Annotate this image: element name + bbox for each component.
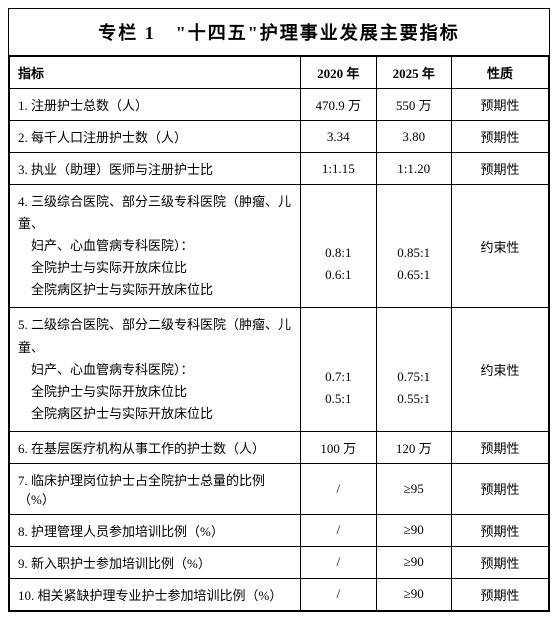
header-indicator: 指标 xyxy=(10,57,301,89)
value-2025-cell: ≥90 xyxy=(376,514,451,546)
nature-cell: 预期性 xyxy=(451,463,548,514)
value-2020-cell: 0.7:1 0.5:1 xyxy=(301,308,376,431)
ratio-value: 0.5:1 xyxy=(309,388,367,410)
value-2020-cell: / xyxy=(301,463,376,514)
ratio-value: 0.85:1 xyxy=(385,242,443,264)
indicator-line: 妇产、心血管病专科医院）： xyxy=(18,235,292,257)
table-row: 7. 临床护理岗位护士占全院护士总量的比例（%） / ≥95 预期性 xyxy=(10,463,549,514)
ratio-value: 0.7:1 xyxy=(309,366,367,388)
value-2025-cell: 0.75:1 0.55:1 xyxy=(376,308,451,431)
table-row: 8. 护理管理人员参加培训比例（%） / ≥90 预期性 xyxy=(10,514,549,546)
indicator-line: 妇产、心血管病专科医院）： xyxy=(18,359,292,381)
indicator-cell: 6. 在基层医疗机构从事工作的护士数（人） xyxy=(10,431,301,463)
indicator-cell: 10. 相关紧缺护理专业护士参加培训比例（%） xyxy=(10,578,301,610)
value-2020-cell: / xyxy=(301,546,376,578)
value-2020-cell: 1:1.15 xyxy=(301,153,376,185)
table-row: 9. 新入职护士参加培训比例（%） / ≥90 预期性 xyxy=(10,546,549,578)
nature-cell: 预期性 xyxy=(451,578,548,610)
indicator-cell: 4. 三级综合医院、部分三级专科医院（肿瘤、儿童、 妇产、心血管病专科医院）： … xyxy=(10,185,301,308)
value-2020-cell: 470.9 万 xyxy=(301,89,376,121)
ratio-value: 0.6:1 xyxy=(309,264,367,286)
header-2025: 2025 年 xyxy=(376,57,451,89)
table-body: 1. 注册护士总数（人） 470.9 万 550 万 预期性 2. 每千人口注册… xyxy=(10,89,549,611)
value-2025-cell: ≥90 xyxy=(376,546,451,578)
table-row: 6. 在基层医疗机构从事工作的护士数（人） 100 万 120 万 预期性 xyxy=(10,431,549,463)
value-2020-cell: / xyxy=(301,514,376,546)
indicator-cell: 2. 每千人口注册护士数（人） xyxy=(10,121,301,153)
ratio-value: 0.55:1 xyxy=(385,388,443,410)
table-row: 1. 注册护士总数（人） 470.9 万 550 万 预期性 xyxy=(10,89,549,121)
header-nature: 性质 xyxy=(451,57,548,89)
indicator-line: 全院护士与实际开放床位比 xyxy=(18,381,292,403)
nature-cell: 预期性 xyxy=(451,546,548,578)
value-2025-cell: 550 万 xyxy=(376,89,451,121)
header-2020: 2020 年 xyxy=(301,57,376,89)
indicator-cell: 9. 新入职护士参加培训比例（%） xyxy=(10,546,301,578)
nature-cell: 预期性 xyxy=(451,121,548,153)
indicator-cell: 3. 执业（助理）医师与注册护士比 xyxy=(10,153,301,185)
value-2020-cell: 3.34 xyxy=(301,121,376,153)
indicator-line: 全院护士与实际开放床位比 xyxy=(18,257,292,279)
value-2020-cell: / xyxy=(301,578,376,610)
value-2025-cell: 120 万 xyxy=(376,431,451,463)
indicator-cell: 1. 注册护士总数（人） xyxy=(10,89,301,121)
ratio-value: 0.8:1 xyxy=(309,242,367,264)
value-2025-cell: 0.85:1 0.65:1 xyxy=(376,185,451,308)
nature-cell: 预期性 xyxy=(451,153,548,185)
nature-cell: 预期性 xyxy=(451,514,548,546)
indicator-line: 全院病区护士与实际开放床位比 xyxy=(18,403,292,425)
nature-cell: 约束性 xyxy=(451,185,548,308)
table-row: 5. 二级综合医院、部分二级专科医院（肿瘤、儿童、 妇产、心血管病专科医院）： … xyxy=(10,308,549,431)
table-row: 3. 执业（助理）医师与注册护士比 1:1.15 1:1.20 预期性 xyxy=(10,153,549,185)
table-header-row: 指标 2020 年 2025 年 性质 xyxy=(10,57,549,89)
nature-cell: 预期性 xyxy=(451,89,548,121)
ratio-value: 0.65:1 xyxy=(385,264,443,286)
table-row: 4. 三级综合医院、部分三级专科医院（肿瘤、儿童、 妇产、心血管病专科医院）： … xyxy=(10,185,549,308)
value-2025-cell: 1:1.20 xyxy=(376,153,451,185)
value-2025-cell: ≥95 xyxy=(376,463,451,514)
table-row: 10. 相关紧缺护理专业护士参加培训比例（%） / ≥90 预期性 xyxy=(10,578,549,610)
indicator-line: 全院病区护士与实际开放床位比 xyxy=(18,279,292,301)
value-2025-cell: 3.80 xyxy=(376,121,451,153)
value-2025-cell: ≥90 xyxy=(376,578,451,610)
nature-cell: 预期性 xyxy=(451,431,548,463)
indicator-line: 5. 二级综合医院、部分二级专科医院（肿瘤、儿童、 xyxy=(18,314,292,358)
table-row: 2. 每千人口注册护士数（人） 3.34 3.80 预期性 xyxy=(10,121,549,153)
indicator-cell: 8. 护理管理人员参加培训比例（%） xyxy=(10,514,301,546)
value-2020-cell: 100 万 xyxy=(301,431,376,463)
table-title: 专栏 1 "十四五"护理事业发展主要指标 xyxy=(9,9,549,56)
indicator-table: 指标 2020 年 2025 年 性质 1. 注册护士总数（人） 470.9 万… xyxy=(9,56,549,611)
ratio-value: 0.75:1 xyxy=(385,366,443,388)
value-2020-cell: 0.8:1 0.6:1 xyxy=(301,185,376,308)
indicator-cell: 5. 二级综合医院、部分二级专科医院（肿瘤、儿童、 妇产、心血管病专科医院）： … xyxy=(10,308,301,431)
indicator-cell: 7. 临床护理岗位护士占全院护士总量的比例（%） xyxy=(10,463,301,514)
nature-cell: 约束性 xyxy=(451,308,548,431)
indicator-line: 4. 三级综合医院、部分三级专科医院（肿瘤、儿童、 xyxy=(18,191,292,235)
indicator-table-container: 专栏 1 "十四五"护理事业发展主要指标 指标 2020 年 2025 年 性质… xyxy=(8,8,550,612)
